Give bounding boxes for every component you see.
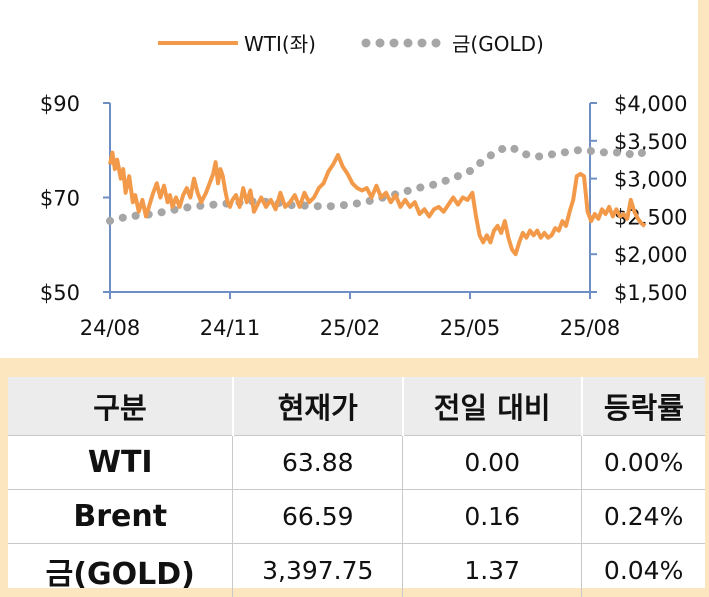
gold-series-line (110, 147, 645, 221)
row-rate: 0.24% (582, 490, 705, 544)
left-tick-label: $50 (40, 281, 80, 305)
header-daily-change: 전일 대비 (403, 377, 582, 436)
left-tick-label: $70 (40, 187, 80, 211)
x-tick-label: 25/08 (560, 316, 621, 340)
table-row: Brent 66.59 0.16 0.24% (8, 490, 705, 544)
header-category: 구분 (8, 377, 233, 436)
legend-gold-dot (362, 39, 371, 48)
legend-gold-dot (404, 39, 413, 48)
chart-panel: WTI(좌) 금(GOLD) $90 $70 $50 $4,000 $3,500 $3,0… (0, 0, 698, 358)
row-name: WTI (8, 436, 233, 490)
legend-wti-label: WTI(좌) (244, 32, 316, 56)
x-tick-label: 24/11 (200, 316, 261, 340)
legend-gold-dot (390, 39, 399, 48)
table-row: 금(GOLD) 3,397.75 1.37 0.04% (8, 544, 705, 597)
legend-gold-dot (376, 39, 385, 48)
header-current-price: 현재가 (233, 377, 403, 436)
row-change: 0.00 (403, 436, 582, 490)
row-name: 금(GOLD) (8, 544, 233, 597)
row-change: 1.37 (403, 544, 582, 597)
x-tick-label: 25/02 (320, 316, 381, 340)
row-rate: 0.00% (582, 436, 705, 490)
legend-gold-dot (432, 39, 441, 48)
legend-gold-label: 금(GOLD) (452, 32, 544, 56)
row-rate: 0.04% (582, 544, 705, 597)
price-table-panel: 구분 현재가 전일 대비 등락률 WTI 63.88 0.00 0.00% Br… (8, 377, 705, 588)
right-tick-label: $3,500 (614, 130, 687, 154)
line-chart: WTI(좌) 금(GOLD) $90 $70 $50 $4,000 $3,500 $3,0… (0, 0, 698, 358)
left-tick-label: $90 (40, 92, 80, 116)
x-tick-label: 25/05 (440, 316, 501, 340)
row-price: 63.88 (233, 436, 403, 490)
right-tick-label: $4,000 (614, 92, 687, 116)
price-table: 구분 현재가 전일 대비 등락률 WTI 63.88 0.00 0.00% Br… (8, 377, 705, 597)
right-tick-label: $2,000 (614, 243, 687, 267)
legend-gold-dot (418, 39, 427, 48)
right-tick-label: $1,500 (614, 281, 687, 305)
x-tick-label: 24/08 (80, 316, 141, 340)
row-price: 66.59 (233, 490, 403, 544)
right-tick-label: $3,000 (614, 168, 687, 192)
table-header-row: 구분 현재가 전일 대비 등락률 (8, 377, 705, 436)
row-price: 3,397.75 (233, 544, 403, 597)
legend-gold-swatch (362, 39, 441, 48)
header-change-rate: 등락률 (582, 377, 705, 436)
row-name: Brent (8, 490, 233, 544)
legend: WTI(좌) 금(GOLD) (158, 32, 544, 56)
table-row: WTI 63.88 0.00 0.00% (8, 436, 705, 490)
wti-series-line (110, 153, 645, 255)
row-change: 0.16 (403, 490, 582, 544)
